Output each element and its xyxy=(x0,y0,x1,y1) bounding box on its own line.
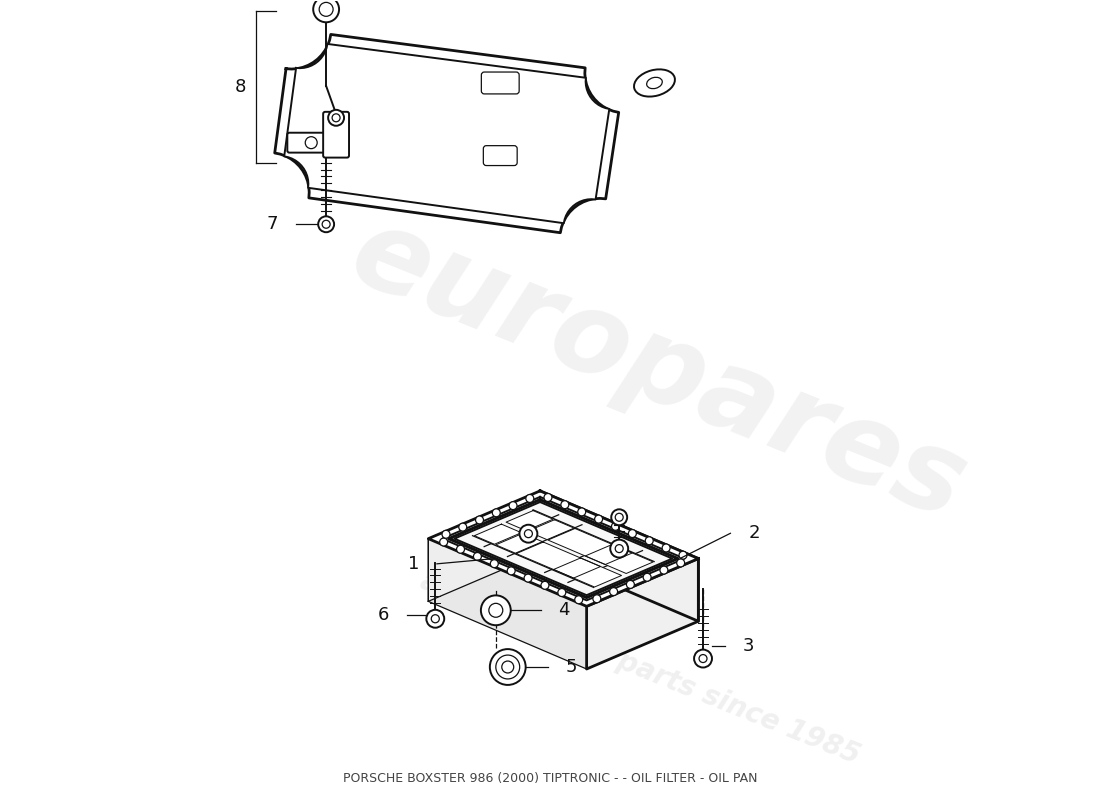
Text: PORSCHE BOXSTER 986 (2000) TIPTRONIC - - OIL FILTER - OIL PAN: PORSCHE BOXSTER 986 (2000) TIPTRONIC - -… xyxy=(343,773,757,786)
Ellipse shape xyxy=(647,78,662,89)
Polygon shape xyxy=(516,542,622,587)
FancyBboxPatch shape xyxy=(483,146,517,166)
Circle shape xyxy=(509,502,517,510)
Polygon shape xyxy=(474,524,521,544)
Circle shape xyxy=(595,515,603,523)
Circle shape xyxy=(676,559,684,567)
FancyBboxPatch shape xyxy=(287,133,336,153)
Circle shape xyxy=(456,546,464,554)
Circle shape xyxy=(481,595,510,626)
Polygon shape xyxy=(428,491,698,606)
Polygon shape xyxy=(442,497,684,600)
Circle shape xyxy=(615,545,624,553)
Circle shape xyxy=(541,582,549,590)
Circle shape xyxy=(526,494,534,502)
Circle shape xyxy=(609,588,617,595)
Circle shape xyxy=(507,567,515,575)
Text: 1: 1 xyxy=(408,555,419,573)
Polygon shape xyxy=(428,491,540,602)
Circle shape xyxy=(558,589,565,597)
Circle shape xyxy=(318,216,334,232)
Text: 4: 4 xyxy=(559,602,570,619)
Circle shape xyxy=(328,110,344,126)
Circle shape xyxy=(644,574,651,582)
Circle shape xyxy=(314,0,339,22)
Circle shape xyxy=(490,649,526,685)
Circle shape xyxy=(496,655,519,679)
FancyBboxPatch shape xyxy=(323,112,349,158)
Circle shape xyxy=(502,661,514,673)
Text: a passion for parts since 1985: a passion for parts since 1985 xyxy=(416,566,864,770)
Circle shape xyxy=(525,530,532,538)
Ellipse shape xyxy=(634,70,675,97)
Text: 6: 6 xyxy=(378,606,389,624)
Circle shape xyxy=(679,551,688,559)
Polygon shape xyxy=(548,529,653,574)
Circle shape xyxy=(612,522,619,530)
Circle shape xyxy=(610,540,628,558)
Circle shape xyxy=(615,514,624,522)
Polygon shape xyxy=(284,44,609,223)
Polygon shape xyxy=(428,538,586,669)
Circle shape xyxy=(561,501,569,509)
Polygon shape xyxy=(496,534,542,553)
FancyBboxPatch shape xyxy=(482,72,519,94)
Circle shape xyxy=(442,530,450,538)
Text: 7: 7 xyxy=(267,215,278,234)
Circle shape xyxy=(475,516,484,524)
Circle shape xyxy=(488,603,503,618)
Circle shape xyxy=(431,614,439,622)
Polygon shape xyxy=(528,520,574,540)
Circle shape xyxy=(578,508,585,516)
Polygon shape xyxy=(585,545,632,565)
Circle shape xyxy=(662,544,670,552)
Circle shape xyxy=(427,610,444,628)
Circle shape xyxy=(473,553,482,561)
Circle shape xyxy=(593,594,601,602)
Circle shape xyxy=(544,494,552,502)
Circle shape xyxy=(626,581,635,589)
Circle shape xyxy=(698,654,707,662)
Polygon shape xyxy=(506,510,553,530)
Circle shape xyxy=(612,510,627,526)
Text: 3: 3 xyxy=(742,637,755,654)
Circle shape xyxy=(319,2,333,16)
Polygon shape xyxy=(540,491,698,622)
Text: 8: 8 xyxy=(235,78,246,96)
Circle shape xyxy=(322,220,330,228)
Circle shape xyxy=(440,538,448,546)
Circle shape xyxy=(574,596,583,604)
Text: 2: 2 xyxy=(748,524,760,542)
Polygon shape xyxy=(553,558,601,578)
Circle shape xyxy=(660,566,668,574)
Polygon shape xyxy=(275,34,618,233)
Circle shape xyxy=(694,650,712,667)
Text: 5: 5 xyxy=(565,658,578,676)
Text: europares: europares xyxy=(337,196,982,543)
Circle shape xyxy=(628,530,636,538)
Circle shape xyxy=(459,523,466,531)
Circle shape xyxy=(305,137,317,149)
Polygon shape xyxy=(586,558,698,669)
Circle shape xyxy=(491,560,498,568)
Circle shape xyxy=(646,537,653,545)
Circle shape xyxy=(519,525,538,542)
Polygon shape xyxy=(454,502,672,595)
Circle shape xyxy=(493,509,500,517)
Circle shape xyxy=(332,114,340,122)
Circle shape xyxy=(524,574,532,582)
